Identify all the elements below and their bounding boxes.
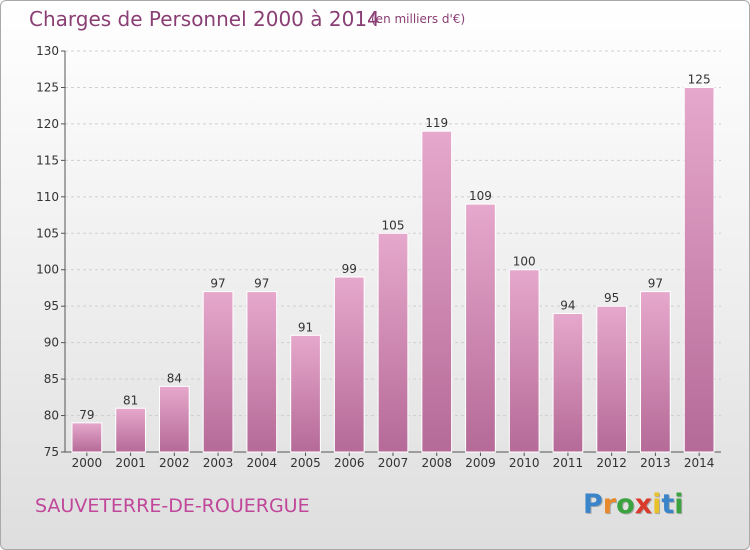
data-label-2003: 97 xyxy=(210,277,225,291)
place-name: SAUVETERRE-DE-ROUERGUE xyxy=(35,495,310,517)
x-tick-label-2012: 2012 xyxy=(596,456,627,470)
bar-2004 xyxy=(246,291,278,453)
data-label-2002: 84 xyxy=(167,371,182,385)
y-tick-label-110: 110 xyxy=(36,190,59,204)
data-label-2005: 91 xyxy=(298,320,313,334)
bar-2006 xyxy=(333,276,365,453)
logo-letter-5: t xyxy=(661,489,675,520)
y-tick-label-80: 80 xyxy=(44,409,59,423)
y-tick-label-125: 125 xyxy=(36,80,59,94)
data-label-2008: 119 xyxy=(425,116,448,130)
bar-2000 xyxy=(71,422,103,453)
proxiti-logo: Proxiti xyxy=(583,489,684,520)
y-tick-label-95: 95 xyxy=(44,299,59,313)
bar-2014 xyxy=(683,86,715,453)
x-tick-label-2002: 2002 xyxy=(159,456,190,470)
logo-letter-4: i xyxy=(652,489,662,520)
bar-2012 xyxy=(596,305,628,453)
data-label-2009: 109 xyxy=(469,189,492,203)
bar-2013 xyxy=(640,291,671,453)
data-labels: 79 81 84 97 97 91 99 105 119 109 100 94 95 97 125 xyxy=(79,72,710,421)
tick-labels: 75 80 85 90 95 100 105 110 115 120 125 130 2000 2001 2… xyxy=(36,44,714,470)
x-tick-label-2003: 2003 xyxy=(203,456,234,470)
x-tick-label-2004: 2004 xyxy=(247,456,278,470)
x-tick-label-2010: 2010 xyxy=(509,456,540,470)
logo-letter-1: r xyxy=(602,489,617,520)
data-label-2010: 100 xyxy=(513,255,536,269)
bars xyxy=(71,86,715,453)
x-tick-label-2008: 2008 xyxy=(421,456,452,470)
data-label-2012: 95 xyxy=(604,291,619,305)
bar-2010 xyxy=(508,269,540,453)
x-tick-label-2011: 2011 xyxy=(553,456,584,470)
y-tick-label-100: 100 xyxy=(36,263,59,277)
data-label-2001: 81 xyxy=(123,393,138,407)
x-tick-label-2000: 2000 xyxy=(72,456,103,470)
data-label-2006: 99 xyxy=(342,262,357,276)
logo-letter-3: x xyxy=(634,489,653,520)
y-tick-label-115: 115 xyxy=(36,153,59,167)
chart-title: Charges de Personnel 2000 à 2014 xyxy=(29,7,380,31)
x-tick-label-2013: 2013 xyxy=(640,456,671,470)
y-tick-label-75: 75 xyxy=(44,445,59,459)
y-tick-label-120: 120 xyxy=(36,117,59,131)
data-label-2004: 97 xyxy=(254,277,269,291)
logo-letter-2: o xyxy=(616,489,635,520)
bar-2002 xyxy=(158,385,190,453)
logo-letter-0: P xyxy=(583,489,603,520)
x-tick-label-2009: 2009 xyxy=(465,456,496,470)
bar-2008 xyxy=(421,130,453,453)
chart-subtitle: (en milliers d'€) xyxy=(371,12,466,26)
y-tick-label-130: 130 xyxy=(36,44,59,58)
y-tick-label-105: 105 xyxy=(36,226,59,240)
bar-2011 xyxy=(552,312,584,453)
bar-2003 xyxy=(202,291,234,453)
data-label-2007: 105 xyxy=(382,218,405,232)
data-label-2013: 97 xyxy=(648,277,663,291)
x-tick-label-2001: 2001 xyxy=(115,456,146,470)
bar-2009 xyxy=(465,203,496,453)
bar-2005 xyxy=(290,334,321,453)
data-label-2011: 94 xyxy=(560,298,575,312)
x-tick-label-2014: 2014 xyxy=(684,456,715,470)
x-tick-label-2007: 2007 xyxy=(378,456,409,470)
data-label-2014: 125 xyxy=(688,72,711,86)
y-tick-label-90: 90 xyxy=(44,336,59,350)
y-tick-label-85: 85 xyxy=(44,372,59,386)
bar-2001 xyxy=(115,407,146,453)
x-tick-label-2005: 2005 xyxy=(290,456,321,470)
data-label-2000: 79 xyxy=(79,408,94,422)
x-tick-label-2006: 2006 xyxy=(334,456,365,470)
bar-2007 xyxy=(377,232,409,453)
logo-letter-6: i xyxy=(674,489,684,520)
